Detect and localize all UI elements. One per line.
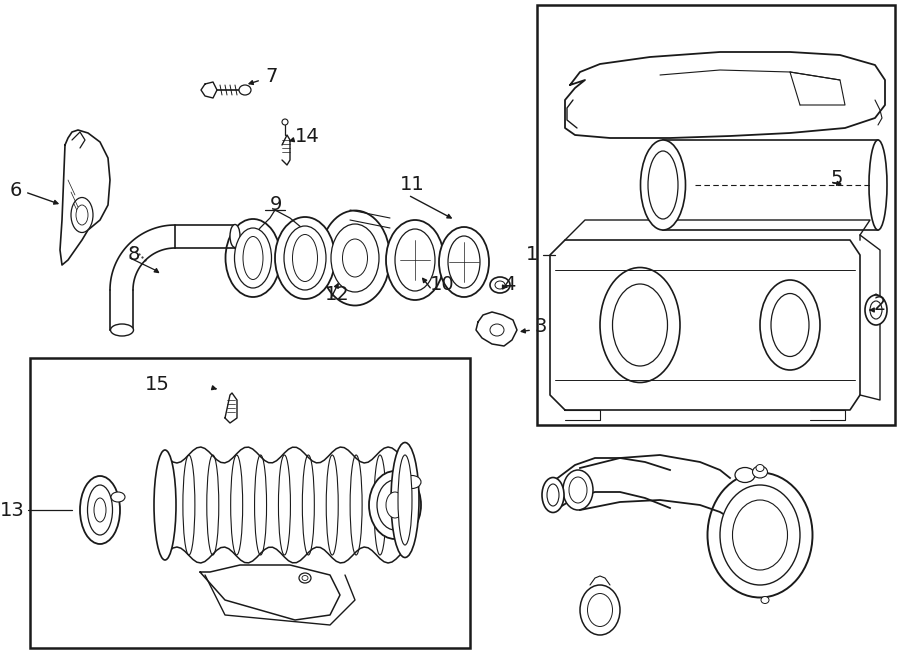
Text: 13: 13 xyxy=(0,500,25,520)
Ellipse shape xyxy=(403,475,421,488)
Ellipse shape xyxy=(391,442,419,557)
Ellipse shape xyxy=(707,473,813,598)
Bar xyxy=(537,5,895,425)
Ellipse shape xyxy=(495,281,505,289)
Ellipse shape xyxy=(80,476,120,544)
Ellipse shape xyxy=(547,484,559,506)
Ellipse shape xyxy=(71,198,93,233)
Ellipse shape xyxy=(865,295,887,325)
Ellipse shape xyxy=(282,119,288,125)
Ellipse shape xyxy=(111,324,133,336)
Ellipse shape xyxy=(302,576,308,580)
Bar xyxy=(30,358,470,648)
Ellipse shape xyxy=(756,465,764,471)
Ellipse shape xyxy=(230,455,243,555)
Ellipse shape xyxy=(350,455,362,555)
Ellipse shape xyxy=(207,455,219,555)
Ellipse shape xyxy=(448,236,480,288)
Ellipse shape xyxy=(94,498,106,522)
Ellipse shape xyxy=(760,280,820,370)
Ellipse shape xyxy=(299,573,311,583)
Ellipse shape xyxy=(183,455,195,555)
Ellipse shape xyxy=(154,450,176,560)
Text: 5: 5 xyxy=(830,169,842,188)
Ellipse shape xyxy=(374,455,386,555)
Ellipse shape xyxy=(870,301,882,319)
Ellipse shape xyxy=(613,284,668,366)
Ellipse shape xyxy=(76,205,88,225)
Text: 2: 2 xyxy=(874,295,886,315)
Ellipse shape xyxy=(588,594,613,627)
Ellipse shape xyxy=(278,455,291,555)
Ellipse shape xyxy=(386,492,404,518)
Ellipse shape xyxy=(398,455,412,545)
Ellipse shape xyxy=(563,470,593,510)
Ellipse shape xyxy=(869,140,887,230)
Text: 9: 9 xyxy=(270,196,283,215)
Ellipse shape xyxy=(735,467,755,483)
Ellipse shape xyxy=(302,455,314,555)
Text: 4: 4 xyxy=(503,274,516,293)
Ellipse shape xyxy=(720,485,800,585)
Text: 6: 6 xyxy=(10,180,22,200)
Ellipse shape xyxy=(490,277,510,293)
Ellipse shape xyxy=(733,500,788,570)
Ellipse shape xyxy=(490,324,504,336)
Ellipse shape xyxy=(331,224,379,292)
Ellipse shape xyxy=(377,480,413,530)
Ellipse shape xyxy=(292,235,318,282)
Ellipse shape xyxy=(580,585,620,635)
Ellipse shape xyxy=(235,228,272,288)
Ellipse shape xyxy=(369,471,421,539)
Ellipse shape xyxy=(439,227,489,297)
Ellipse shape xyxy=(87,485,112,535)
Ellipse shape xyxy=(284,226,326,290)
Text: 15: 15 xyxy=(145,375,170,395)
Ellipse shape xyxy=(226,219,281,297)
Ellipse shape xyxy=(239,85,251,95)
Ellipse shape xyxy=(230,225,240,247)
Ellipse shape xyxy=(320,210,390,305)
Ellipse shape xyxy=(255,455,266,555)
Ellipse shape xyxy=(395,229,435,291)
Ellipse shape xyxy=(771,293,809,356)
Ellipse shape xyxy=(275,217,335,299)
Text: 3: 3 xyxy=(534,317,546,336)
Ellipse shape xyxy=(243,237,263,280)
Ellipse shape xyxy=(111,492,125,502)
Ellipse shape xyxy=(542,477,564,512)
Ellipse shape xyxy=(326,455,338,555)
Ellipse shape xyxy=(600,268,680,383)
Text: 10: 10 xyxy=(430,276,454,295)
Text: 14: 14 xyxy=(295,126,319,145)
Ellipse shape xyxy=(159,455,171,555)
Ellipse shape xyxy=(641,140,686,230)
Text: 11: 11 xyxy=(400,176,425,194)
Ellipse shape xyxy=(648,151,678,219)
Ellipse shape xyxy=(386,220,444,300)
Text: 1: 1 xyxy=(526,245,538,264)
Ellipse shape xyxy=(343,239,367,277)
Text: 12: 12 xyxy=(325,286,350,305)
Ellipse shape xyxy=(752,466,768,478)
Text: 7: 7 xyxy=(265,67,277,87)
Ellipse shape xyxy=(569,477,587,503)
Ellipse shape xyxy=(761,596,769,603)
Text: 8: 8 xyxy=(128,245,140,264)
